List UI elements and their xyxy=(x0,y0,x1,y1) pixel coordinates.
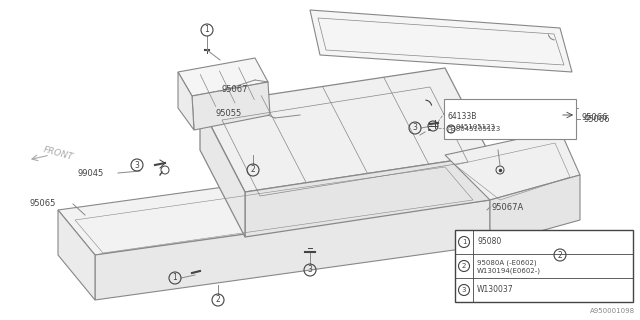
Polygon shape xyxy=(245,155,490,237)
Text: 95065: 95065 xyxy=(30,198,56,207)
Text: 95067A: 95067A xyxy=(492,203,524,212)
Polygon shape xyxy=(58,210,95,300)
Text: 95067: 95067 xyxy=(221,85,248,94)
Text: 2: 2 xyxy=(251,165,255,174)
Text: 99045: 99045 xyxy=(77,169,103,178)
Polygon shape xyxy=(200,105,245,237)
Text: 95080: 95080 xyxy=(477,237,501,246)
Text: FRONT: FRONT xyxy=(42,145,74,162)
Text: 1: 1 xyxy=(461,239,467,245)
Text: 045105123: 045105123 xyxy=(456,124,496,130)
Text: 2: 2 xyxy=(557,251,563,260)
Text: 3: 3 xyxy=(308,266,312,275)
Text: 64133B: 64133B xyxy=(448,112,477,121)
Polygon shape xyxy=(58,155,490,255)
Polygon shape xyxy=(310,10,572,72)
Text: 95080A (-E0602): 95080A (-E0602) xyxy=(477,260,536,266)
Polygon shape xyxy=(178,72,194,130)
Text: 1: 1 xyxy=(205,26,209,35)
Text: W130194(E0602-): W130194(E0602-) xyxy=(477,268,541,274)
Polygon shape xyxy=(490,175,580,245)
Polygon shape xyxy=(95,200,490,300)
FancyBboxPatch shape xyxy=(455,230,633,302)
Text: 2: 2 xyxy=(216,295,220,305)
Text: 3: 3 xyxy=(134,161,140,170)
Polygon shape xyxy=(192,82,270,130)
Text: 95066: 95066 xyxy=(583,115,609,124)
Text: S: S xyxy=(449,126,453,132)
Text: 95055: 95055 xyxy=(215,109,241,118)
Text: Ⓝ38045105123: Ⓝ38045105123 xyxy=(448,125,501,132)
Text: 1: 1 xyxy=(173,274,177,283)
FancyBboxPatch shape xyxy=(444,99,576,139)
Text: A950001098: A950001098 xyxy=(590,308,635,314)
Text: 95066: 95066 xyxy=(582,113,609,122)
Polygon shape xyxy=(200,68,490,192)
Text: W130037: W130037 xyxy=(477,285,514,294)
Polygon shape xyxy=(445,130,580,200)
Text: 3: 3 xyxy=(461,287,467,293)
Text: 3: 3 xyxy=(413,124,417,132)
Polygon shape xyxy=(178,58,268,96)
Text: 2: 2 xyxy=(462,263,466,269)
